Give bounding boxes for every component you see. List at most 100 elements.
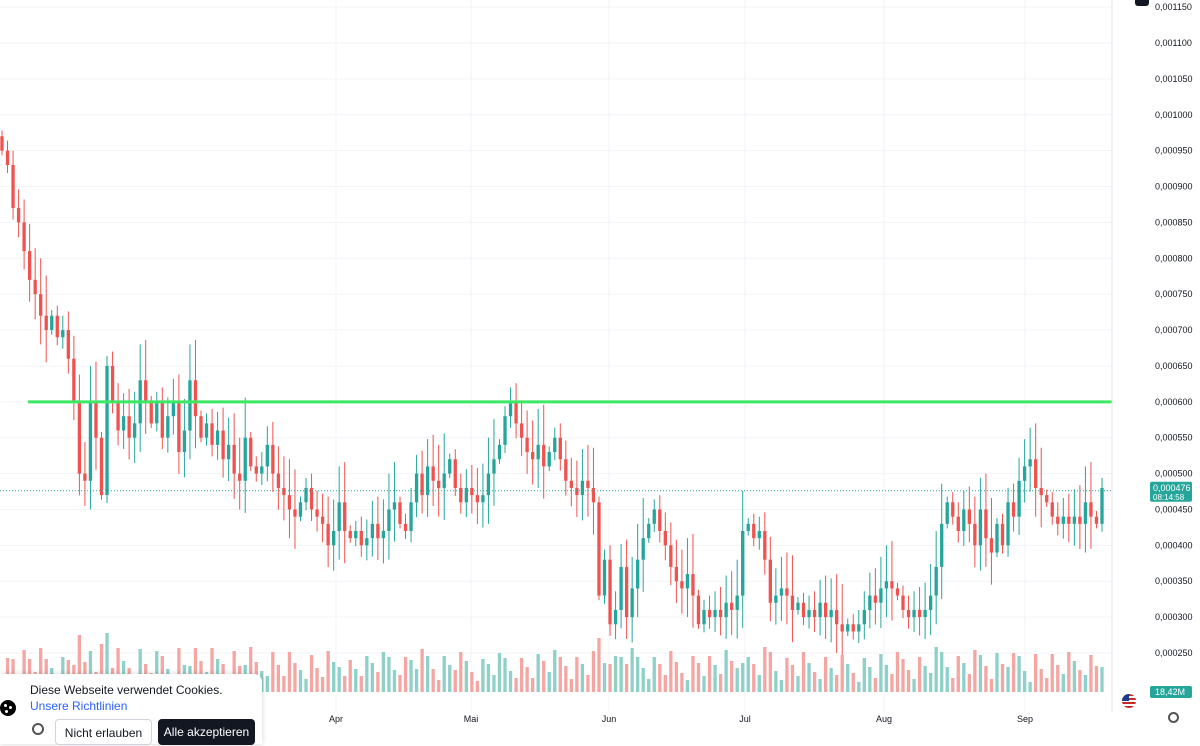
accept-button[interactable]: Alle akzeptieren bbox=[158, 719, 255, 745]
volume-bar bbox=[320, 677, 325, 692]
policy-link[interactable]: Unsere Richtlinien bbox=[30, 699, 128, 713]
candle-body bbox=[99, 437, 104, 496]
candle-body bbox=[812, 609, 817, 618]
candle-body bbox=[785, 588, 789, 596]
candle-body bbox=[680, 581, 684, 589]
volume-bar bbox=[232, 651, 236, 692]
toolbar-toggle-icon[interactable] bbox=[1135, 0, 1149, 6]
volume-bar bbox=[459, 652, 463, 692]
candle-body bbox=[414, 473, 419, 503]
candle-body bbox=[177, 401, 181, 453]
candle-body bbox=[249, 437, 253, 467]
candle-body bbox=[464, 487, 468, 503]
candle-body bbox=[796, 602, 800, 610]
candle-body bbox=[669, 545, 673, 567]
volume-bar bbox=[22, 650, 26, 692]
candle-body bbox=[613, 609, 618, 625]
volume-bar bbox=[763, 647, 767, 692]
volume-bar bbox=[315, 668, 319, 692]
candle-body bbox=[1045, 495, 1049, 503]
candle-body bbox=[884, 581, 889, 589]
price-tick-label: 0,000450 bbox=[1155, 504, 1193, 514]
volume-bar bbox=[597, 638, 601, 692]
candle-body bbox=[271, 444, 275, 474]
volume-bar bbox=[680, 673, 684, 692]
candle-body bbox=[707, 609, 712, 618]
candle-body bbox=[204, 423, 209, 438]
candle-body bbox=[332, 531, 336, 546]
volume-bar bbox=[973, 650, 977, 692]
volume-bar bbox=[409, 660, 413, 692]
cookie-text: Diese Webseite verwendet Cookies. bbox=[30, 683, 223, 697]
volume-bar bbox=[431, 669, 435, 692]
candle-body bbox=[16, 208, 21, 223]
volume-bar bbox=[613, 656, 618, 692]
volume-bar bbox=[343, 676, 347, 692]
candle-body bbox=[442, 473, 446, 488]
price-tick-label: 0,000300 bbox=[1155, 612, 1193, 622]
volume-bar bbox=[1061, 674, 1065, 692]
candle-body bbox=[857, 624, 861, 632]
deny-button[interactable]: Nicht erlauben bbox=[55, 719, 152, 745]
settings-icon[interactable] bbox=[1168, 712, 1179, 723]
candle-body bbox=[39, 294, 43, 316]
volume-bar bbox=[99, 644, 104, 692]
volume-bar bbox=[718, 674, 723, 692]
price-tick-label: 0,000550 bbox=[1155, 433, 1193, 443]
volume-bar bbox=[729, 661, 734, 692]
volume-bar bbox=[602, 663, 607, 692]
time-tick-label: Sep bbox=[1017, 714, 1033, 724]
volume-bar bbox=[984, 666, 988, 692]
current-price-label: 0,000476 bbox=[1153, 483, 1191, 493]
candle-body bbox=[326, 523, 330, 546]
volume-bar bbox=[707, 656, 712, 692]
candle-body bbox=[210, 423, 214, 445]
volume-bar bbox=[624, 664, 629, 692]
candle-body bbox=[193, 380, 198, 417]
volume-bar bbox=[265, 676, 269, 692]
volume-bar bbox=[940, 652, 944, 692]
volume-bar bbox=[857, 682, 861, 692]
candle-body bbox=[757, 531, 761, 539]
volume-bar bbox=[884, 665, 889, 692]
volume-bar bbox=[674, 662, 679, 692]
candle-body bbox=[553, 437, 557, 453]
candle-body bbox=[44, 315, 48, 331]
candle-body bbox=[790, 595, 795, 610]
candle-body bbox=[50, 315, 54, 331]
candle-body bbox=[453, 459, 457, 488]
candle-body bbox=[978, 509, 983, 546]
candle-body bbox=[696, 595, 701, 625]
price-tick-label: 0,001050 bbox=[1155, 74, 1193, 84]
volume-bar bbox=[414, 669, 419, 692]
candle-body bbox=[801, 602, 806, 618]
candle-body bbox=[365, 538, 369, 546]
volume-bar bbox=[1072, 661, 1077, 692]
volume-bar bbox=[470, 672, 474, 692]
volume-bar bbox=[586, 675, 590, 692]
volume-bar bbox=[591, 651, 596, 692]
candle-body bbox=[895, 588, 900, 596]
candle-body bbox=[840, 624, 844, 632]
candle-body bbox=[542, 444, 546, 467]
candle-body bbox=[1017, 480, 1021, 517]
volume-bar bbox=[326, 651, 330, 692]
candle-body bbox=[72, 358, 76, 402]
candle-body bbox=[420, 473, 424, 496]
candle-body bbox=[1039, 487, 1043, 496]
flag-icon[interactable] bbox=[1122, 694, 1136, 708]
volume-bar bbox=[575, 657, 579, 692]
candle-body bbox=[188, 380, 192, 431]
price-tick-label: 0,001000 bbox=[1155, 110, 1193, 120]
price-tick-label: 0,000700 bbox=[1155, 325, 1193, 335]
candle-body bbox=[127, 416, 131, 438]
volume-bar bbox=[1056, 665, 1060, 692]
volume-bar bbox=[663, 675, 667, 692]
gear-icon[interactable] bbox=[32, 723, 44, 735]
cookie-message: Diese Webseite verwendet Cookies. Unsere… bbox=[30, 682, 255, 714]
volume-bar bbox=[790, 665, 795, 692]
candle-body bbox=[83, 473, 87, 481]
candle-body bbox=[149, 401, 153, 424]
candle-body bbox=[928, 595, 933, 610]
